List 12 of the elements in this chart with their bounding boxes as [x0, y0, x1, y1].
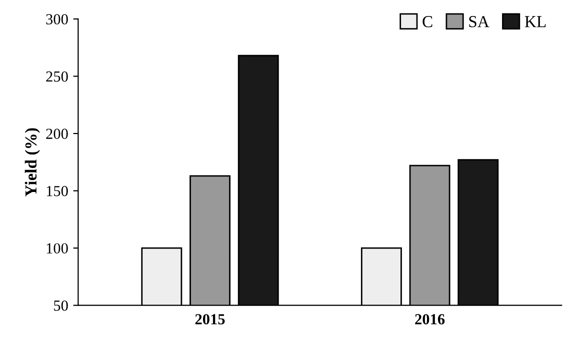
legend-label: C — [422, 16, 432, 28]
x-tick-label: 2016 — [415, 314, 445, 324]
y-tick-label: 300 — [46, 14, 68, 24]
y-tick-label: 250 — [46, 71, 68, 82]
x-tick-label: 2015 — [195, 314, 225, 324]
y-tick-label: 200 — [46, 128, 68, 139]
y-tick-label: 100 — [46, 243, 68, 254]
y-tick-label: 150 — [46, 186, 68, 196]
legend-label: SA — [469, 16, 490, 28]
y-tick-label: 50 — [54, 300, 68, 311]
legend-label: KL — [524, 16, 546, 28]
y-axis-title: Yield (%) — [24, 128, 40, 196]
